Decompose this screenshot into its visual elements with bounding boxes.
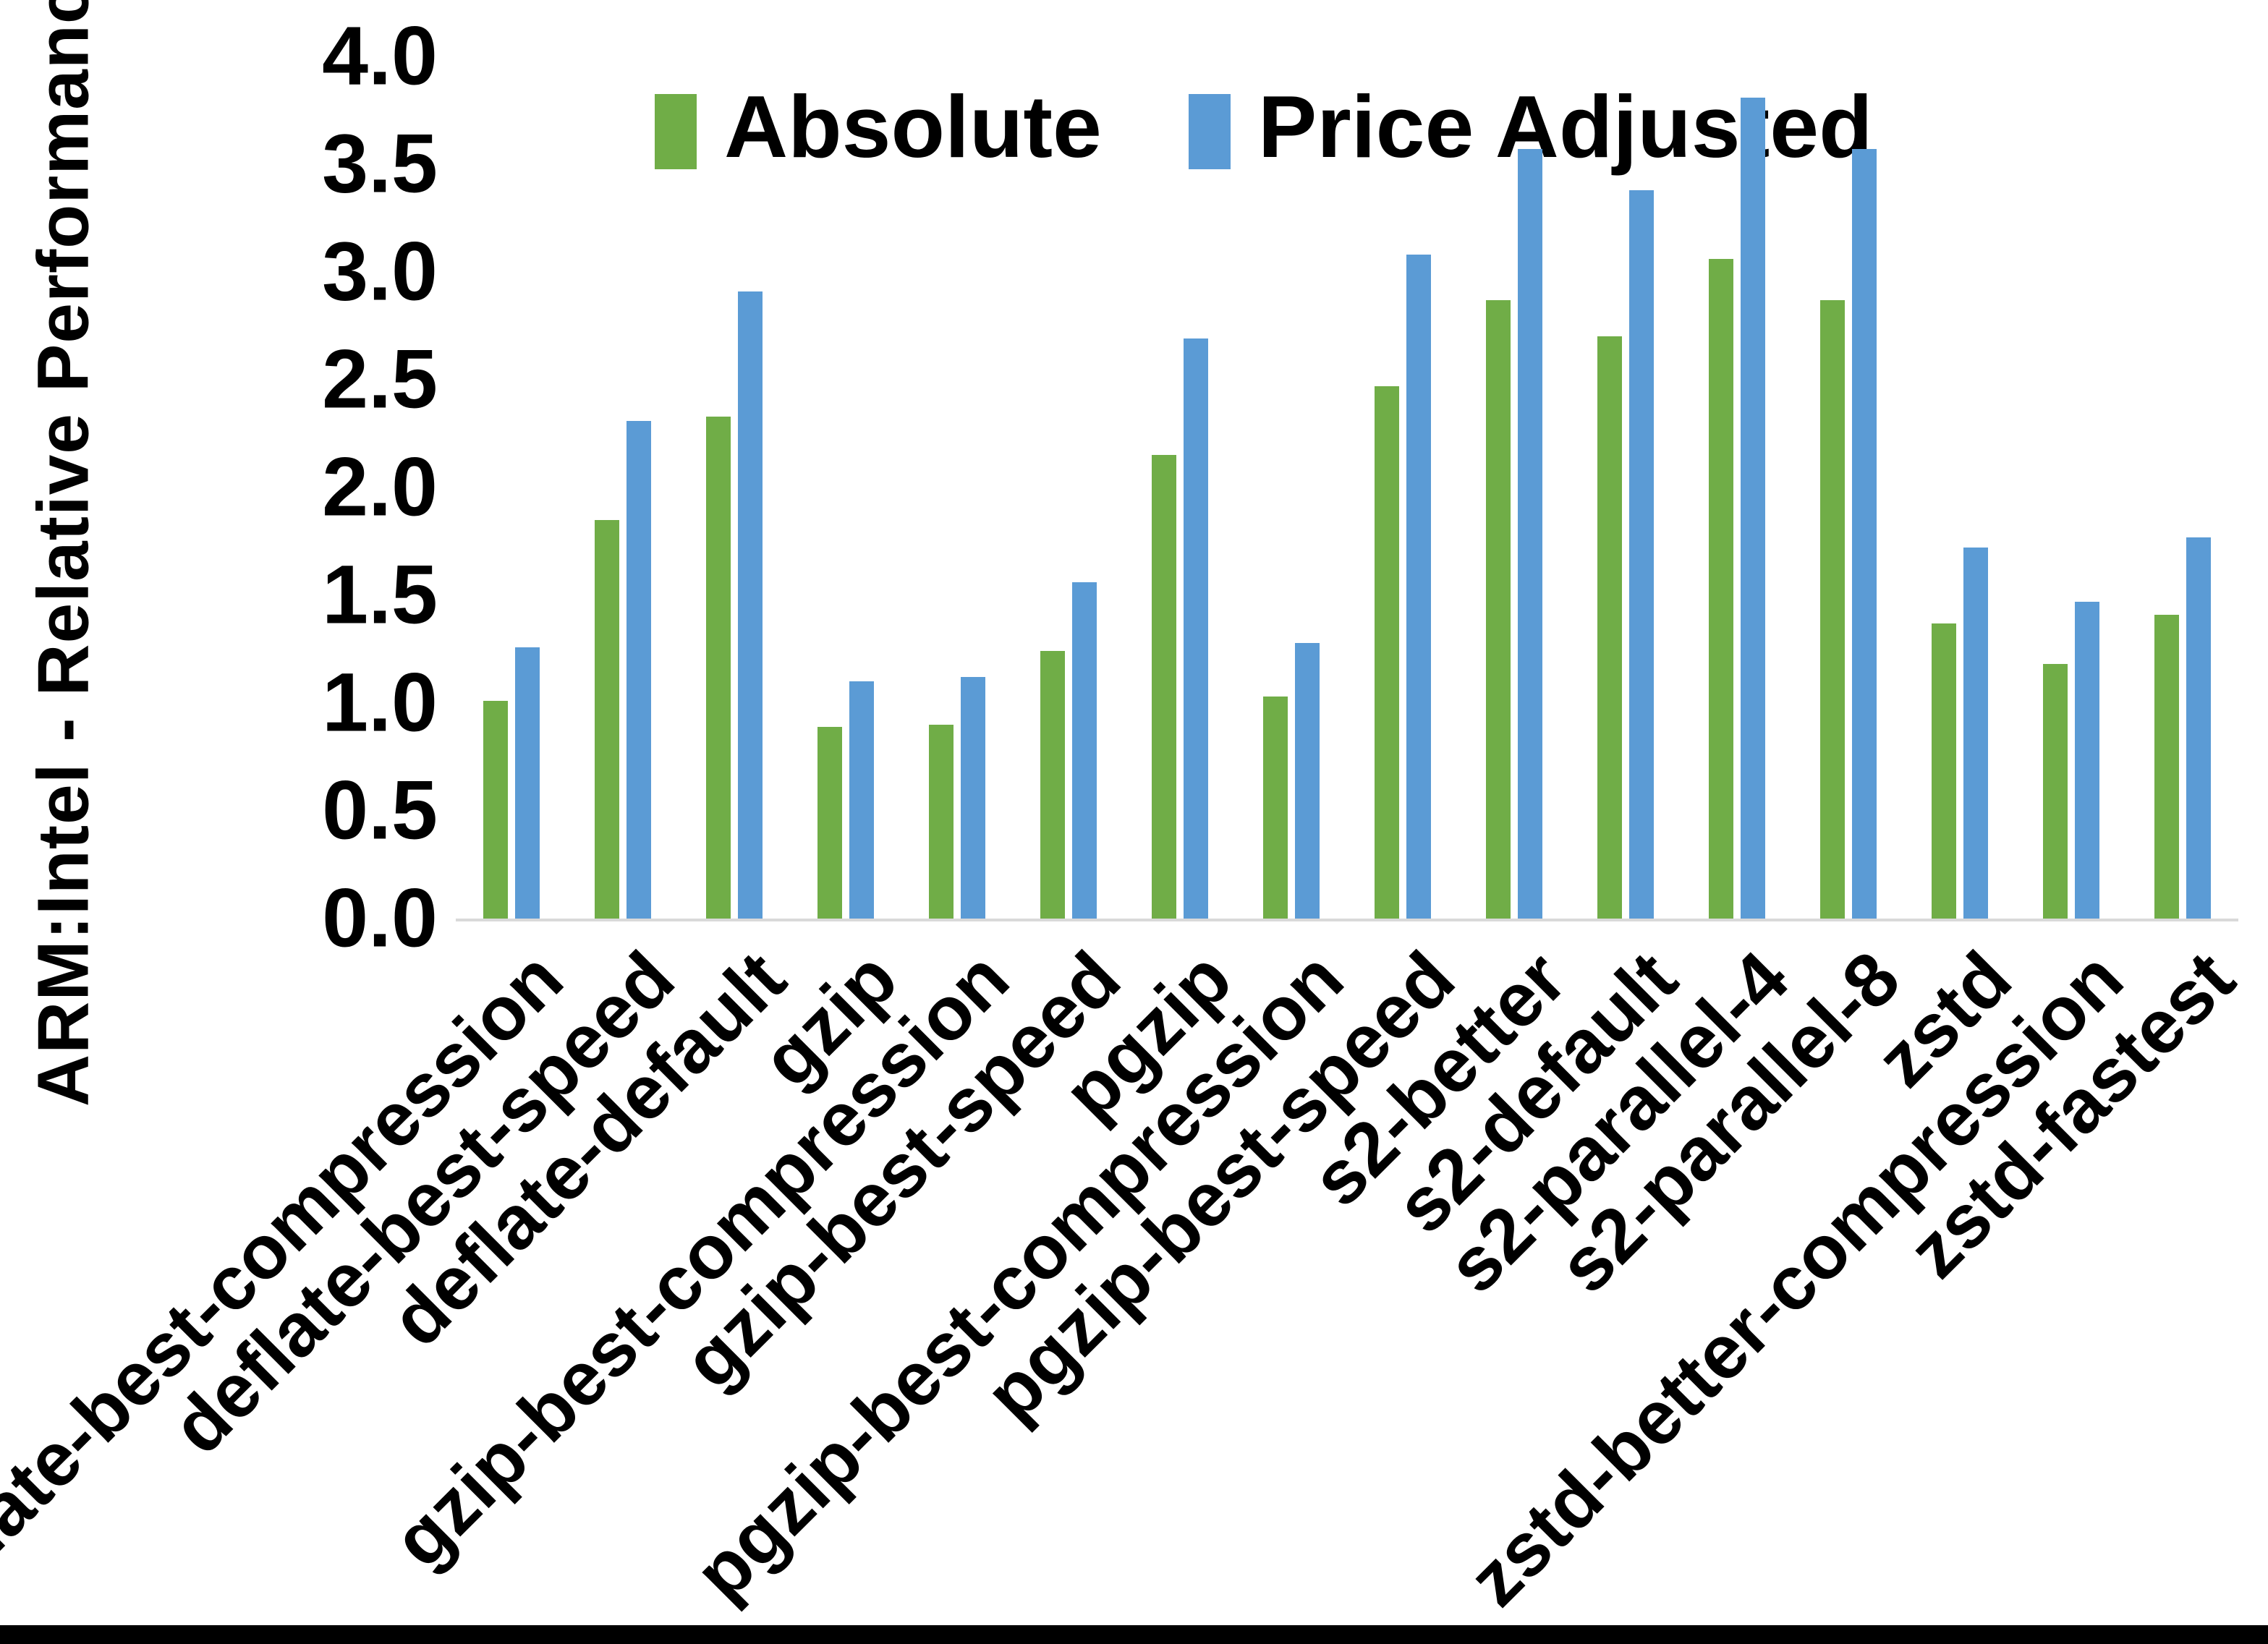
bar-price-adjusted-deflate-best-compression — [515, 647, 540, 919]
bar-absolute-s2-default — [1597, 336, 1622, 919]
bar-price-adjusted-deflate-best-speed — [627, 420, 651, 919]
bar-absolute-deflate-best-speed — [595, 519, 619, 919]
bar-absolute-zstd — [1932, 623, 1956, 919]
bar-absolute-gzip — [817, 726, 842, 919]
legend-item-absolute: Absolute — [655, 78, 1102, 175]
y-tick-label-3.0: 3.0 — [322, 225, 438, 318]
legend-label-price-adjusted: Price Adjusted — [1257, 77, 1873, 176]
legend-item-price-adjusted: Price Adjusted — [1188, 77, 1873, 176]
bar-price-adjusted-s2-better — [1518, 149, 1542, 919]
bar-price-adjusted-gzip-best-compression — [961, 677, 985, 919]
y-tick-label-2.0: 2.0 — [322, 440, 438, 534]
bar-price-adjusted-zstd — [1963, 548, 1988, 919]
bar-absolute-deflate-default — [706, 416, 731, 919]
bar-absolute-pgzip-best-compression — [1263, 697, 1288, 919]
bar-absolute-zstd-fastest — [2154, 614, 2179, 919]
y-tick-label-1.5: 1.5 — [322, 548, 438, 642]
y-tick-label-0.5: 0.5 — [322, 764, 438, 857]
bottom-edge-bar — [0, 1625, 2268, 1644]
y-axis-title: ARM:Intel - Relative Performance — [22, 0, 104, 1107]
bar-absolute-deflate-best-compression — [483, 701, 508, 919]
y-tick-label-2.5: 2.5 — [322, 333, 438, 426]
y-tick-label-3.5: 3.5 — [322, 117, 438, 210]
bar-absolute-s2-better — [1486, 299, 1511, 919]
bar-price-adjusted-zstd-better-compression — [2075, 601, 2099, 919]
bar-price-adjusted-pgzip-best-compression — [1295, 642, 1320, 919]
bar-price-adjusted-s2-parallel-4 — [1741, 97, 1765, 919]
bar-price-adjusted-deflate-default — [738, 291, 763, 919]
bar-price-adjusted-s2-default — [1629, 189, 1654, 919]
legend-swatch-price-adjusted — [1188, 94, 1231, 169]
bar-absolute-zstd-better-compression — [2043, 664, 2068, 919]
bar-absolute-pgzip — [1152, 455, 1176, 919]
bar-absolute-gzip-best-speed — [1040, 651, 1065, 919]
y-tick-label-0.0: 0.0 — [322, 872, 438, 965]
bar-price-adjusted-zstd-fastest — [2186, 537, 2211, 919]
bar-absolute-pgzip-best-speed — [1375, 386, 1399, 919]
y-tick-label-4.0: 4.0 — [322, 9, 438, 103]
legend: Absolute Price Adjusted — [655, 78, 1873, 175]
bar-absolute-gzip-best-compression — [929, 724, 954, 919]
bar-price-adjusted-pgzip-best-speed — [1406, 255, 1431, 919]
bar-price-adjusted-s2-parallel-8 — [1852, 149, 1877, 919]
x-axis-line — [456, 919, 2238, 921]
legend-label-absolute: Absolute — [724, 77, 1102, 176]
bar-absolute-s2-parallel-8 — [1820, 299, 1845, 919]
y-tick-label-1.0: 1.0 — [322, 656, 438, 749]
bar-price-adjusted-pgzip — [1184, 338, 1208, 919]
bar-absolute-s2-parallel-4 — [1709, 259, 1733, 919]
bar-price-adjusted-gzip — [849, 681, 874, 919]
legend-swatch-absolute — [655, 94, 697, 169]
bar-price-adjusted-gzip-best-speed — [1072, 582, 1097, 919]
